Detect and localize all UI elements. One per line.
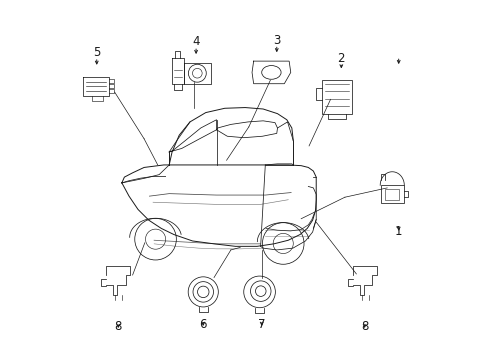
- Text: 1: 1: [394, 225, 402, 238]
- Bar: [322, 80, 351, 114]
- Bar: [380, 185, 403, 203]
- Text: 7: 7: [258, 318, 265, 331]
- Text: 8: 8: [114, 320, 122, 333]
- Text: 2: 2: [337, 51, 345, 64]
- Text: 4: 4: [192, 35, 200, 49]
- Text: 3: 3: [272, 33, 280, 47]
- Text: 6: 6: [199, 318, 206, 331]
- Text: 5: 5: [93, 46, 100, 59]
- Bar: [385, 189, 398, 199]
- Text: 8: 8: [360, 320, 367, 333]
